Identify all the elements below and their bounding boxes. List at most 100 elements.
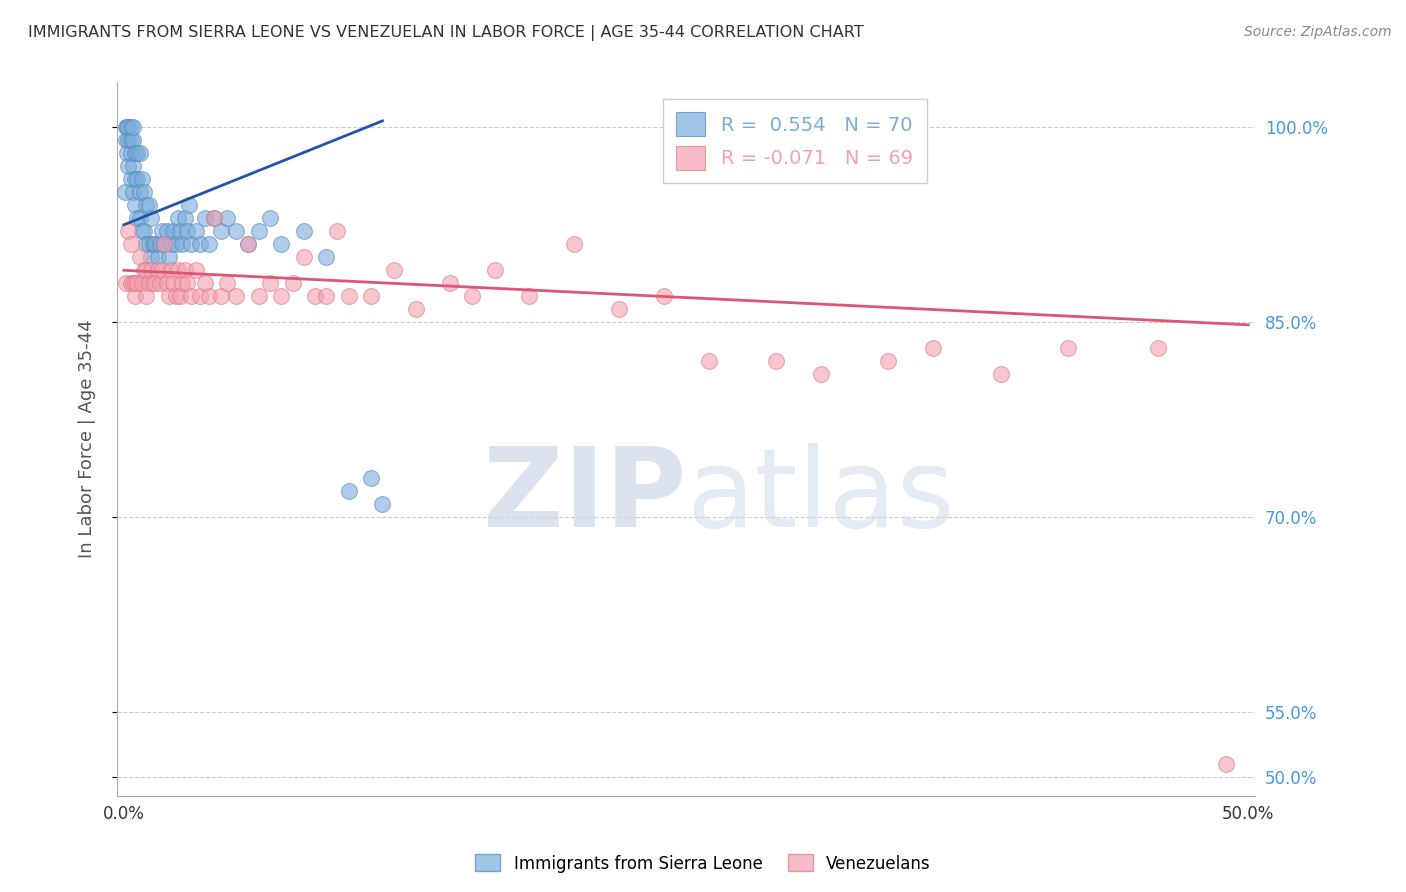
- Point: [360, 471, 382, 485]
- Point: [115, 120, 138, 135]
- Point: [128, 211, 150, 226]
- Point: [1147, 341, 1170, 355]
- Point: [166, 263, 188, 277]
- Point: [184, 263, 207, 277]
- Point: [115, 146, 138, 161]
- Point: [990, 368, 1012, 382]
- Point: [124, 146, 146, 161]
- Point: [315, 289, 337, 303]
- Point: [360, 289, 382, 303]
- Point: [120, 277, 142, 291]
- Point: [120, 237, 142, 252]
- Point: [188, 237, 211, 252]
- Point: [562, 237, 585, 252]
- Point: [135, 263, 157, 277]
- Point: [225, 289, 247, 303]
- Point: [810, 368, 832, 382]
- Point: [127, 211, 149, 226]
- Point: [217, 277, 239, 291]
- Point: [176, 277, 198, 291]
- Point: [160, 263, 183, 277]
- Point: [202, 211, 225, 226]
- Point: [765, 354, 787, 368]
- Point: [607, 302, 630, 317]
- Point: [315, 250, 337, 264]
- Point: [166, 211, 188, 226]
- Point: [188, 289, 211, 303]
- Point: [652, 289, 675, 303]
- Point: [117, 224, 139, 238]
- Point: [138, 237, 160, 252]
- Point: [143, 277, 166, 291]
- Point: [127, 146, 149, 161]
- Point: [259, 277, 281, 291]
- Point: [225, 224, 247, 238]
- Point: [153, 237, 176, 252]
- Point: [115, 133, 138, 147]
- Point: [484, 263, 506, 277]
- Point: [270, 237, 292, 252]
- Point: [155, 224, 177, 238]
- Point: [121, 133, 143, 147]
- Point: [121, 120, 143, 135]
- Point: [371, 497, 394, 511]
- Point: [120, 120, 142, 135]
- Text: ZIP: ZIP: [482, 442, 686, 549]
- Point: [184, 224, 207, 238]
- Point: [132, 263, 155, 277]
- Point: [157, 250, 180, 264]
- Point: [121, 159, 143, 173]
- Legend: R =  0.554   N = 70, R = -0.071   N = 69: R = 0.554 N = 70, R = -0.071 N = 69: [662, 99, 927, 183]
- Point: [146, 263, 169, 277]
- Point: [143, 237, 166, 252]
- Point: [132, 224, 155, 238]
- Point: [194, 211, 217, 226]
- Point: [326, 224, 349, 238]
- Point: [142, 277, 165, 291]
- Point: [281, 277, 304, 291]
- Point: [128, 250, 150, 264]
- Point: [150, 263, 173, 277]
- Point: [202, 211, 225, 226]
- Point: [259, 211, 281, 226]
- Point: [138, 277, 160, 291]
- Point: [209, 289, 232, 303]
- Point: [292, 224, 315, 238]
- Point: [172, 277, 194, 291]
- Legend: Immigrants from Sierra Leone, Venezuelans: Immigrants from Sierra Leone, Venezuelan…: [468, 847, 938, 880]
- Point: [117, 120, 139, 135]
- Point: [124, 198, 146, 212]
- Point: [114, 186, 136, 200]
- Point: [150, 224, 173, 238]
- Text: Source: ZipAtlas.com: Source: ZipAtlas.com: [1244, 25, 1392, 39]
- Point: [132, 186, 155, 200]
- Point: [120, 133, 142, 147]
- Point: [337, 484, 360, 499]
- Point: [337, 289, 360, 303]
- Point: [120, 172, 142, 186]
- Point: [135, 198, 157, 212]
- Point: [169, 224, 191, 238]
- Point: [382, 263, 405, 277]
- Point: [198, 289, 221, 303]
- Point: [135, 289, 157, 303]
- Point: [135, 237, 157, 252]
- Point: [131, 224, 153, 238]
- Text: atlas: atlas: [686, 442, 955, 549]
- Point: [115, 120, 138, 135]
- Point: [120, 146, 142, 161]
- Point: [149, 237, 172, 252]
- Point: [236, 237, 259, 252]
- Point: [162, 277, 184, 291]
- Point: [128, 186, 150, 200]
- Point: [157, 289, 180, 303]
- Point: [180, 237, 202, 252]
- Point: [517, 289, 540, 303]
- Text: IMMIGRANTS FROM SIERRA LEONE VS VENEZUELAN IN LABOR FORCE | AGE 35-44 CORRELATIO: IMMIGRANTS FROM SIERRA LEONE VS VENEZUEL…: [28, 25, 863, 41]
- Point: [461, 289, 484, 303]
- Point: [124, 289, 146, 303]
- Point: [270, 289, 292, 303]
- Point: [139, 250, 162, 264]
- Point: [131, 172, 153, 186]
- Point: [173, 211, 195, 226]
